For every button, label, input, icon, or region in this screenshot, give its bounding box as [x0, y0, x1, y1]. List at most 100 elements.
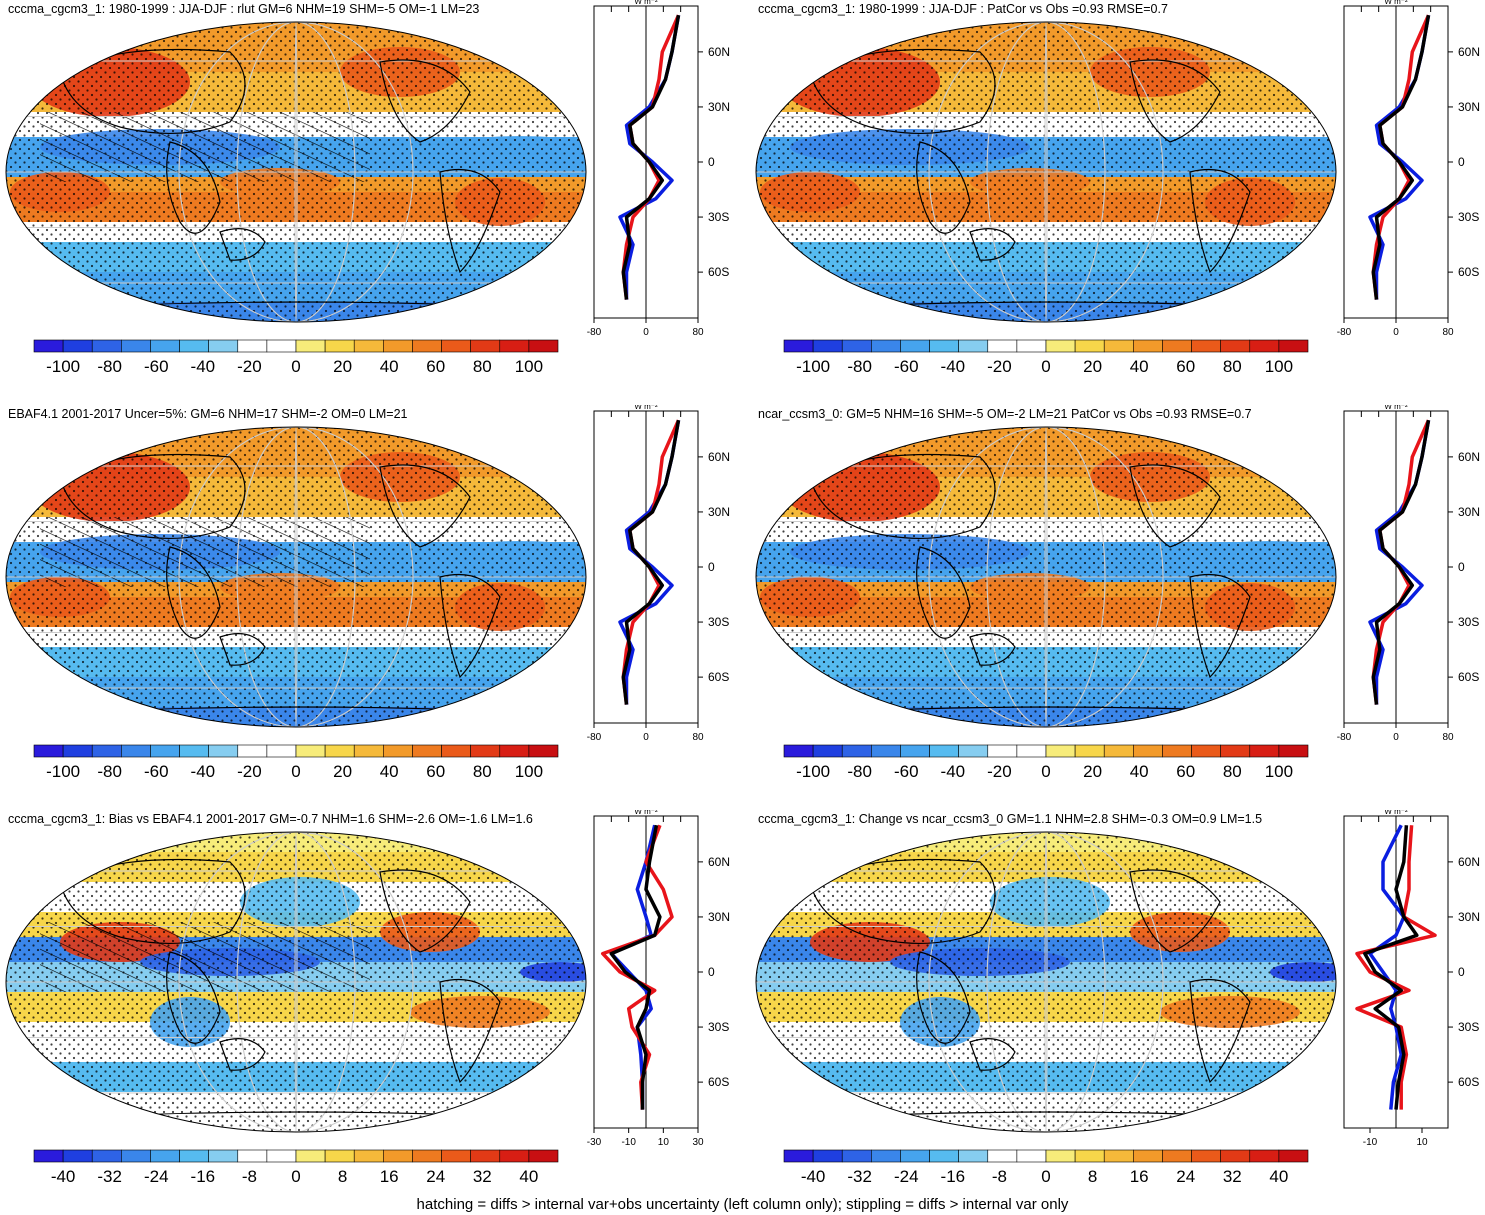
colorbar-box: [871, 1149, 901, 1163]
colorbar-box: [1162, 339, 1192, 353]
colorbar-tick-label: -60: [144, 357, 169, 376]
colorbar-box: [1162, 1149, 1192, 1163]
lat-tick-label: 60S: [1458, 1075, 1479, 1089]
lat-tick-label: 60S: [1458, 265, 1479, 279]
colorbar-tick-label: 40: [380, 357, 399, 376]
colorbar-tick-label: -60: [894, 357, 919, 376]
lat-tick-label: 60N: [708, 45, 730, 59]
coastline: [219, 1038, 266, 1071]
map-border: [5, 831, 587, 1133]
colorbar: -100 -80 -60 -40 -20 0 20 40 60 80 100: [33, 744, 559, 781]
coastline: [166, 141, 221, 234]
colorbar-tick-label: -8: [992, 1167, 1007, 1186]
map-panel: ncar_ccsm3_0: GM=5 NHM=16 SHM=-5 OM=-2 L…: [750, 405, 1485, 810]
colorbar-box: [412, 1149, 442, 1163]
colorbar-tick-label: 60: [1176, 357, 1195, 376]
lat-tick-label: 0: [708, 155, 715, 169]
world-map: [755, 21, 1337, 323]
lat-tick-label: 0: [708, 965, 715, 979]
colorbar-box: [121, 339, 151, 353]
colorbar-box: [383, 744, 413, 758]
coastline: [439, 978, 501, 1084]
profile-series-line: [1371, 14, 1431, 300]
colorbar-tick-label: -100: [796, 762, 830, 781]
colorbar-tick-label: -24: [144, 1167, 169, 1186]
zonal-mean-profile: W m⁻² 60N 30N 0 30S 60S -30 -10 10 30: [587, 810, 730, 1148]
colorbar-box: [295, 339, 326, 353]
colorbar-tick-label: -16: [191, 1167, 216, 1186]
colorbar-box: [958, 1149, 989, 1163]
profile-unit: W m⁻²: [1384, 405, 1408, 411]
coastline: [379, 59, 471, 143]
coastline: [379, 464, 471, 548]
profile-series-line: [1363, 825, 1419, 1110]
colorbar-tick-label: 0: [291, 357, 300, 376]
colorbar-box: [841, 1149, 872, 1163]
colorbar-box: [1016, 744, 1047, 758]
colorbar-tick-label: 60: [426, 357, 445, 376]
coastline: [916, 546, 971, 639]
profile-x-tick-label: -10: [621, 1137, 636, 1148]
coastline: [1189, 168, 1251, 274]
colorbar-tick-label: 40: [1269, 1167, 1288, 1186]
colorbar-box: [900, 744, 930, 758]
colorbar-box: [1220, 744, 1251, 758]
lat-tick-label: 30S: [1458, 1020, 1479, 1034]
colorbar-box: [1249, 339, 1280, 353]
colorbar-box: [324, 1149, 355, 1163]
lat-tick-label: 30N: [1458, 910, 1480, 924]
colorbar-tick-label: -20: [987, 762, 1012, 781]
profile-x-tick-label: 0: [643, 327, 649, 338]
colorbar-box: [237, 744, 268, 758]
colorbar-box: [33, 339, 64, 353]
colorbar-tick-label: 80: [473, 357, 492, 376]
colorbar-tick-label: 16: [1130, 1167, 1149, 1186]
colorbar-box: [441, 744, 471, 758]
colorbar-tick-label: 0: [1041, 762, 1050, 781]
coastline: [969, 633, 1016, 666]
colorbar-tick-label: 24: [1176, 1167, 1195, 1186]
lat-tick-label: 30S: [1458, 210, 1479, 224]
colorbar-box: [871, 339, 901, 353]
colorbar-tick-label: -40: [191, 762, 216, 781]
colorbar-box: [528, 339, 559, 353]
colorbar-box: [353, 1149, 384, 1163]
colorbar-box: [266, 744, 297, 758]
colorbar-tick-label: 20: [333, 357, 352, 376]
colorbar-tick-label: -20: [237, 762, 262, 781]
colorbar-box: [1074, 744, 1105, 758]
colorbar-box: [208, 1149, 239, 1163]
world-map: [755, 426, 1337, 728]
colorbar-box: [1191, 1149, 1221, 1163]
colorbar-box: [295, 1149, 326, 1163]
colorbar-box: [324, 744, 355, 758]
colorbar-tick-label: 40: [1130, 357, 1149, 376]
coastline: [916, 951, 971, 1044]
coastline: [969, 228, 1016, 261]
colorbar-box: [62, 744, 93, 758]
coastline: [439, 168, 501, 274]
colorbar-box: [783, 339, 814, 353]
colorbar-box: [295, 744, 326, 758]
profile-x-tick-label: 10: [658, 1137, 670, 1148]
colorbar-box: [1278, 339, 1309, 353]
colorbar-tick-label: 8: [338, 1167, 347, 1186]
profile-x-tick-label: 0: [1393, 327, 1399, 338]
colorbar-box: [1162, 744, 1192, 758]
colorbar-box: [1133, 1149, 1163, 1163]
lat-tick-label: 30N: [1458, 505, 1480, 519]
colorbar-tick-label: 20: [333, 762, 352, 781]
colorbar-box: [871, 744, 901, 758]
map-panel: cccma_cgcm3_1: Bias vs EBAF4.1 2001-2017…: [0, 810, 742, 1215]
colorbar-tick-label: 100: [515, 357, 543, 376]
profile-series-line: [609, 824, 657, 1110]
colorbar-box: [62, 339, 93, 353]
panel-title: cccma_cgcm3_1: Bias vs EBAF4.1 2001-2017…: [8, 812, 533, 826]
colorbar-tick-label: 0: [291, 1167, 300, 1186]
coastline: [166, 951, 221, 1044]
colorbar-tick-label: 60: [1176, 762, 1195, 781]
colorbar-box: [958, 744, 989, 758]
colorbar-box: [1191, 744, 1221, 758]
lat-tick-label: 60N: [1458, 855, 1480, 869]
colorbar: -100 -80 -60 -40 -20 0 20 40 60 80 100: [33, 339, 559, 376]
